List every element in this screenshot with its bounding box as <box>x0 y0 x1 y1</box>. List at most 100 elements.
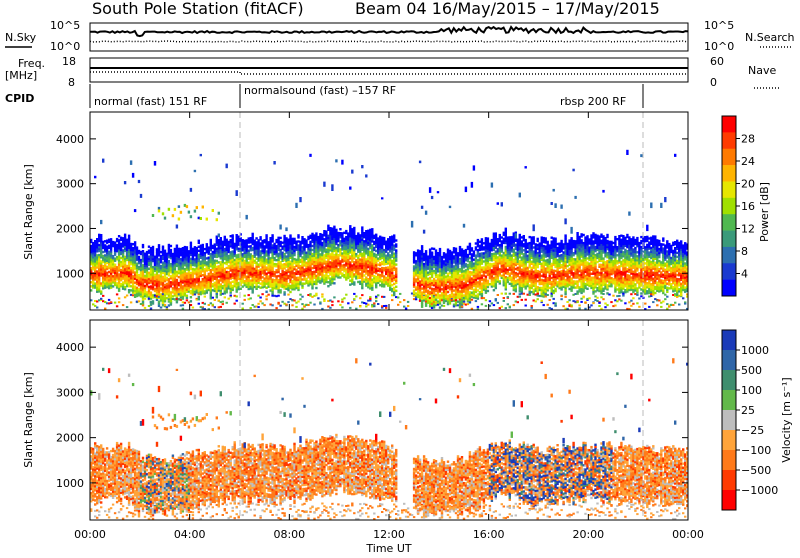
power-cell <box>403 306 405 308</box>
power-cell <box>154 161 156 166</box>
power-cell <box>224 296 226 298</box>
power-cell <box>132 173 134 178</box>
power-cell <box>204 296 206 298</box>
power-cell <box>399 301 401 303</box>
power-cell <box>142 250 144 252</box>
power-cell <box>471 299 473 301</box>
power-cell <box>190 188 192 192</box>
power-cell <box>375 234 377 236</box>
power-cell <box>283 291 285 293</box>
power-cell <box>369 296 371 298</box>
power-cell <box>116 305 118 307</box>
power-cell <box>275 307 277 309</box>
power-cell <box>397 304 399 306</box>
power-cell <box>228 298 230 300</box>
power-cell <box>317 297 319 299</box>
power-cell <box>198 240 200 242</box>
power-cell <box>178 205 180 208</box>
power-cell <box>176 245 178 247</box>
power-cell <box>164 217 166 220</box>
power-cell <box>487 237 489 239</box>
power-cell <box>407 305 409 307</box>
power-cell <box>194 210 196 213</box>
power-cell <box>475 300 477 302</box>
power-cell <box>118 297 120 299</box>
freq-label-bottom: [MHz] <box>5 69 37 82</box>
power-cell <box>437 191 439 193</box>
nave-trace <box>90 72 688 74</box>
power-cell <box>170 300 172 302</box>
power-cell <box>447 291 449 293</box>
power-cell <box>319 303 321 305</box>
power-cell <box>250 297 252 299</box>
power-cell <box>421 206 423 209</box>
power-cell <box>244 295 246 297</box>
power-cell <box>110 301 112 303</box>
freq-tick-bottom: 8 <box>68 76 75 89</box>
power-cell <box>118 288 120 290</box>
power-cell <box>130 160 132 165</box>
power-cell <box>465 251 467 253</box>
power-cell <box>485 305 487 307</box>
power-cell <box>214 306 216 308</box>
power-cell <box>196 206 198 209</box>
power-cell <box>271 234 273 236</box>
power-cell <box>353 229 355 231</box>
power-cell <box>259 297 261 299</box>
power-cell <box>353 281 355 283</box>
power-cell <box>160 307 162 309</box>
power-cell <box>138 180 140 183</box>
power-cell <box>361 285 363 287</box>
power-cell <box>345 230 347 232</box>
power-cell <box>299 294 301 296</box>
power-cell <box>405 308 407 310</box>
power-cell <box>443 302 445 304</box>
power-cell <box>285 304 287 306</box>
power-cell <box>100 234 102 236</box>
power-cell <box>285 227 287 231</box>
power-cell <box>134 241 136 243</box>
power-cell <box>234 251 236 253</box>
power-cell <box>226 302 228 304</box>
power-cell <box>184 302 186 304</box>
power-cell <box>329 307 331 309</box>
power-cell <box>315 232 317 234</box>
power-cell <box>313 304 315 306</box>
figure-title-left: South Pole Station (fitACF) <box>92 0 304 18</box>
power-cell <box>108 299 110 301</box>
power-cell <box>315 283 317 285</box>
power-cell <box>499 280 501 282</box>
power-cell <box>172 214 174 217</box>
sky-search-panel: N.Sky 10^5 10^0 10^5 10^0 N.Search <box>5 19 795 53</box>
power-cell <box>411 221 413 228</box>
power-cell <box>144 298 146 300</box>
power-cell <box>170 249 172 251</box>
power-cell <box>421 245 423 247</box>
power-cell <box>126 295 128 297</box>
power-cell <box>100 290 102 292</box>
power-cell <box>126 306 128 308</box>
cpid-row: CPID normal (fast) 151 RF normalsound (f… <box>5 84 643 108</box>
power-cell <box>216 293 218 295</box>
power-cell <box>162 212 164 215</box>
power-cell <box>198 303 200 305</box>
power-cell <box>309 154 311 157</box>
power-cell <box>202 206 204 209</box>
power-cell <box>263 304 265 306</box>
power-cell <box>395 278 397 280</box>
power-cell <box>495 300 497 302</box>
power-cell <box>261 293 263 295</box>
n-sky-trace <box>90 27 688 36</box>
power-cell <box>425 211 427 215</box>
power-cell <box>158 207 160 210</box>
power-cell <box>483 297 485 299</box>
power-cell <box>399 293 401 295</box>
power-cell <box>373 302 375 304</box>
power-cell <box>190 215 192 218</box>
power-cell <box>323 300 325 302</box>
power-cell <box>419 161 421 164</box>
power-cell <box>377 303 379 305</box>
power-cell <box>98 278 100 280</box>
power-cell <box>277 295 279 297</box>
power-cell <box>489 300 491 302</box>
